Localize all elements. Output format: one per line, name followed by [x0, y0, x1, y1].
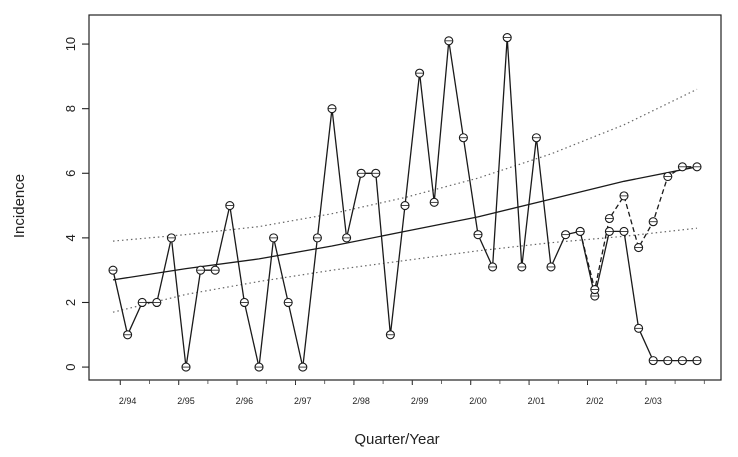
data-point	[619, 226, 629, 236]
data-point	[604, 213, 614, 224]
data-point	[137, 297, 147, 308]
data-point	[561, 230, 571, 240]
data-point	[648, 356, 658, 366]
data-point	[108, 265, 118, 275]
data-point	[166, 233, 176, 243]
y-tick-label: 4	[63, 234, 78, 241]
data-point	[254, 362, 264, 372]
data-point	[429, 197, 439, 207]
x-tick-label: 2/95	[177, 396, 195, 406]
data-point	[458, 133, 468, 143]
y-axis-title: Incidence	[11, 174, 28, 238]
data-point	[298, 362, 308, 372]
y-tick-label: 8	[63, 105, 78, 112]
data-point	[371, 168, 381, 178]
data-point	[283, 297, 293, 308]
data-point	[225, 201, 235, 211]
y-tick-label: 2	[63, 299, 78, 306]
data-point	[152, 297, 162, 308]
data-point	[196, 265, 206, 275]
data-point	[590, 285, 600, 295]
x-tick-label: 2/97	[294, 396, 312, 406]
data-point	[634, 243, 644, 253]
data-point	[634, 323, 644, 333]
series-line-dashed-with-open-circles	[579, 166, 697, 291]
data-point	[123, 330, 133, 340]
data-point	[473, 230, 483, 240]
data-point	[385, 330, 395, 340]
series-line-solid-trend-curve	[112, 166, 698, 281]
data-point	[239, 297, 249, 308]
data-point	[327, 104, 337, 114]
data-point	[575, 226, 585, 236]
x-tick-label: 2/99	[411, 396, 429, 406]
data-point	[677, 356, 687, 366]
confidence-bands	[112, 88, 698, 313]
data-point	[269, 233, 279, 243]
data-point	[648, 217, 658, 227]
x-tick-label: 2/01	[528, 396, 546, 406]
x-tick-label: 2/94	[119, 396, 137, 406]
x-tick-label: 2/00	[469, 396, 487, 406]
data-point	[546, 262, 556, 272]
x-tick-label: 2/98	[352, 396, 370, 406]
series-line-dotted-lower-band	[112, 227, 698, 313]
x-axis-title: Quarter/Year	[354, 431, 439, 448]
y-axis: 0 2 4 6 8 10	[63, 37, 89, 371]
data-point	[692, 162, 702, 172]
data-point	[444, 36, 454, 46]
data-point	[604, 226, 614, 236]
plot-frame	[88, 14, 722, 381]
data-point	[619, 191, 629, 201]
x-tick-label: 2/03	[644, 396, 662, 406]
data-point	[692, 356, 702, 366]
data-point	[400, 201, 410, 211]
data-point	[488, 262, 498, 272]
data-point	[210, 265, 220, 275]
data-point	[342, 233, 352, 243]
data-point	[415, 68, 425, 78]
data-point	[663, 171, 673, 182]
y-tick-label: 0	[63, 363, 78, 370]
series-line-dotted-upper-band	[112, 88, 698, 242]
y-tick-label: 10	[63, 37, 78, 51]
data-point	[531, 133, 541, 143]
y-tick-label: 6	[63, 170, 78, 177]
x-axis: 2/94 2/95 2/96 2/97 2/98 2/99 2/00 2/01 2/02 2/03	[119, 380, 705, 406]
data-point	[356, 168, 366, 178]
data-point	[181, 362, 191, 372]
x-tick-label: 2/96	[236, 396, 254, 406]
data-point	[502, 33, 512, 43]
x-tick-label: 2/02	[586, 396, 604, 406]
data-point	[517, 262, 527, 272]
data-point	[663, 356, 673, 366]
data-point	[677, 162, 687, 172]
data-point	[312, 233, 322, 243]
data-points	[108, 33, 702, 372]
